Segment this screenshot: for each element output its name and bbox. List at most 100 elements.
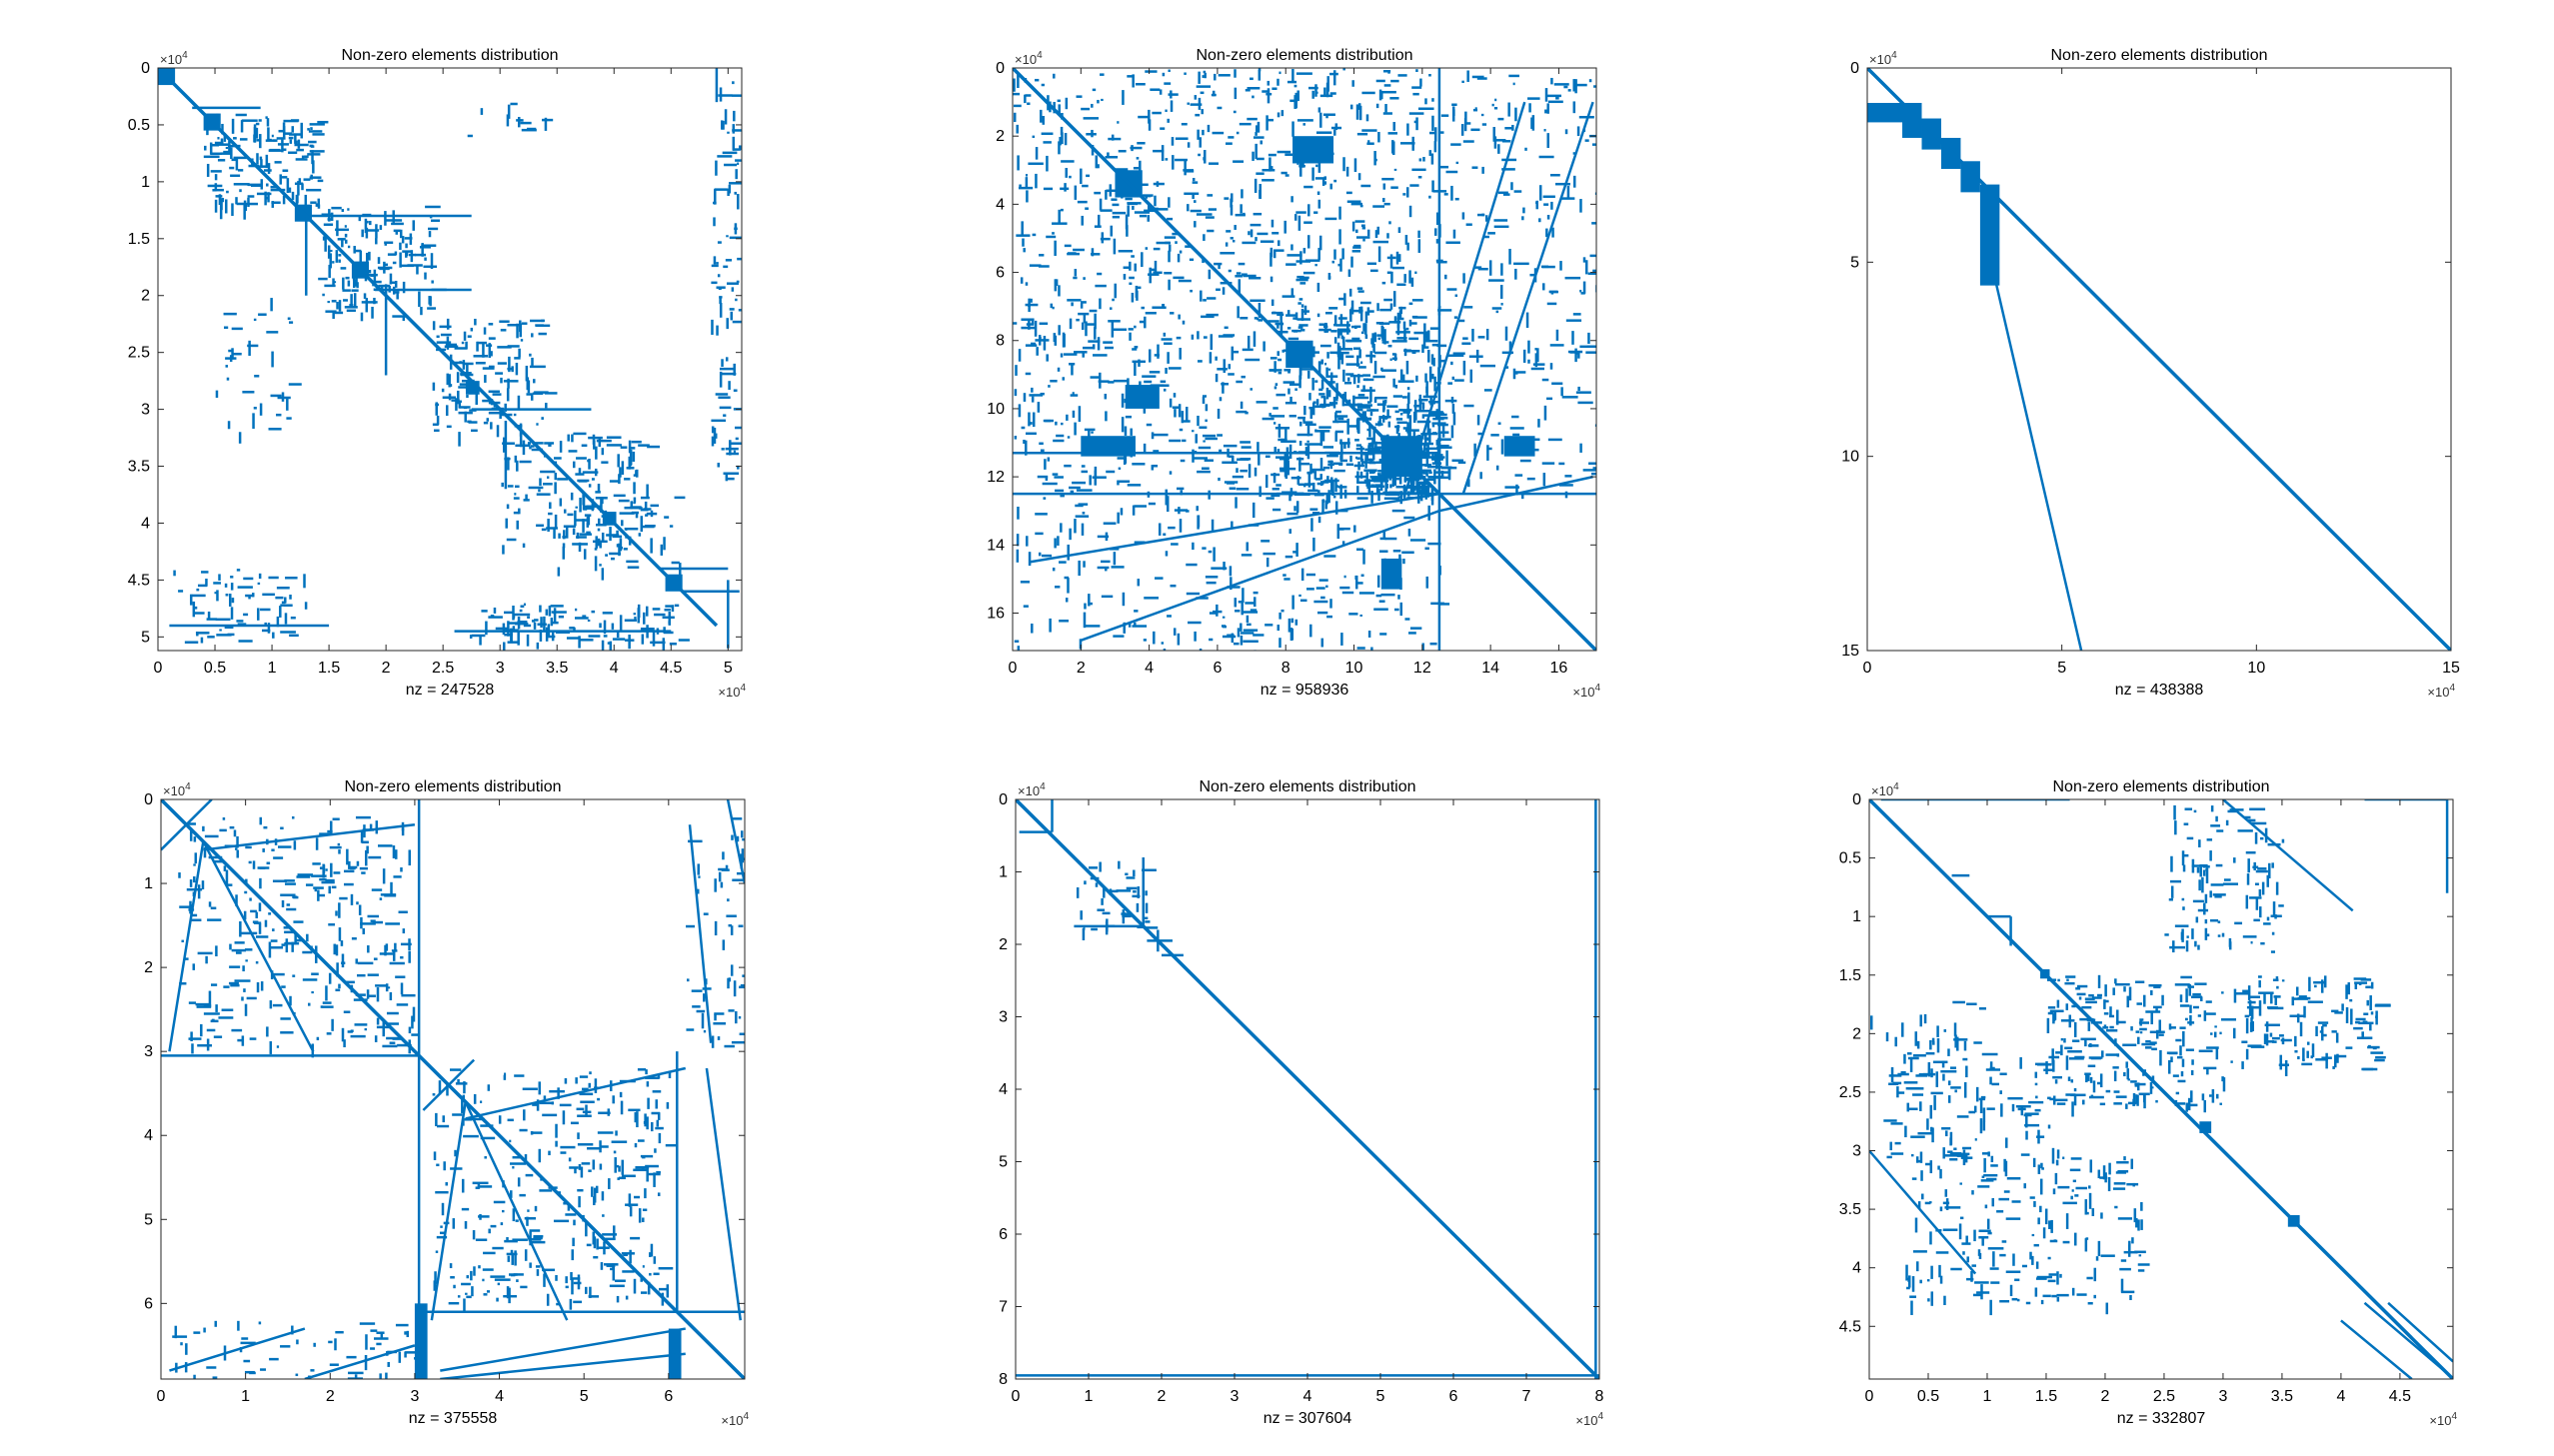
nonzero-point: [219, 828, 227, 832]
nonzero-point: [1299, 276, 1309, 280]
nonzero-point: [1551, 382, 1563, 385]
nonzero-point: [739, 1032, 745, 1036]
nonzero-point: [569, 1298, 573, 1310]
nonzero-point: [1283, 578, 1290, 581]
nonzero-point: [400, 264, 414, 268]
nonzero-point: [252, 860, 256, 869]
nonzero-point: [1424, 373, 1427, 383]
nonzero-point: [522, 1087, 538, 1090]
nonzero-point: [247, 344, 259, 348]
nonzero-point: [373, 957, 378, 960]
nonzero-point: [1240, 635, 1244, 646]
nonzero-point: [2296, 986, 2299, 996]
y-tick-label: 10: [987, 401, 1005, 418]
nonzero-point: [2187, 1021, 2195, 1024]
nonzero-point: [204, 145, 207, 151]
nonzero-point: [372, 280, 382, 284]
x-tick-label: 6: [1449, 1388, 1458, 1405]
nonzero-point: [1520, 493, 1524, 500]
nonzero-point: [269, 1357, 279, 1361]
y-tick-label: 1: [144, 875, 153, 892]
nonzero-point: [2056, 1102, 2066, 1105]
nonzero-point: [2003, 1158, 2006, 1172]
nonzero-point: [1336, 328, 1350, 332]
nonzero-point: [719, 406, 732, 410]
x-tick-label: 8: [1595, 1388, 1604, 1405]
nonzero-point: [1486, 445, 1489, 461]
nonzero-point: [1970, 1270, 1973, 1282]
nonzero-point: [1345, 191, 1352, 195]
nonzero-point: [646, 1116, 649, 1130]
nonzero-point: [1984, 1204, 1988, 1209]
nonzero-point: [1209, 612, 1218, 615]
nonzero-point: [303, 178, 311, 181]
nonzero-point: [2170, 879, 2182, 883]
nonzero-point: [197, 1043, 212, 1047]
nonzero-point: [1338, 229, 1341, 245]
nonzero-point: [1379, 482, 1383, 492]
y-tick-label: 5: [1850, 254, 1859, 271]
nonzero-point: [336, 962, 339, 977]
nonzero-point: [1431, 115, 1434, 131]
nonzero-point: [401, 236, 405, 244]
nonzero-point: [193, 1374, 196, 1379]
nonzero-point: [647, 445, 661, 449]
nonzero-point: [2060, 1037, 2063, 1041]
nonzero-point: [1894, 1141, 1901, 1145]
nonzero-point: [1379, 550, 1388, 553]
nonzero-point: [1275, 322, 1284, 326]
nonzero-point: [1165, 368, 1168, 374]
nonzero-point: [245, 594, 255, 598]
nonzero-point: [518, 116, 521, 128]
nonzero-point: [433, 429, 440, 433]
nonzero-point: [1234, 87, 1238, 100]
nonzero-point: [642, 1217, 645, 1223]
nonzero-point: [652, 1090, 662, 1093]
nonzero-point: [406, 1330, 410, 1338]
nonzero-point: [2140, 1201, 2143, 1211]
nonzero-point: [280, 631, 296, 634]
nonzero-point: [593, 1187, 597, 1203]
nonzero-point: [1337, 527, 1350, 531]
nonzero-point: [1398, 469, 1402, 485]
nonzero-point: [618, 474, 621, 485]
nonzero-point: [1418, 394, 1422, 411]
nonzero-point: [2060, 1044, 2063, 1056]
nonzero-point: [1043, 141, 1052, 144]
nonzero-point: [1091, 253, 1101, 256]
nonzero-point: [2185, 1102, 2189, 1112]
nonzero-point: [603, 635, 608, 638]
nonzero-point: [533, 1235, 544, 1238]
nonzero-point: [418, 291, 421, 308]
nonzero-point: [585, 1220, 588, 1237]
nonzero-point: [564, 1078, 568, 1084]
nonzero-point: [1382, 112, 1392, 115]
nonzero-point: [1223, 444, 1238, 448]
nonzero-point: [1392, 395, 1402, 398]
nonzero-point: [1112, 298, 1115, 302]
nonzero-point: [364, 1028, 368, 1031]
nonzero-point: [1081, 523, 1085, 536]
nonzero-point: [214, 1320, 218, 1327]
nonzero-point: [1430, 458, 1443, 461]
nonzero-point: [1402, 558, 1405, 565]
nonzero-point: [737, 257, 742, 261]
nonzero-point: [659, 1287, 669, 1291]
nonzero-point: [230, 576, 234, 579]
nonzero-point: [2034, 1071, 2038, 1078]
nonzero-point: [1223, 334, 1236, 337]
nonzero-point: [285, 941, 296, 945]
nonzero-point: [635, 513, 639, 519]
nonzero-point: [1339, 258, 1342, 272]
nonzero-point: [1097, 99, 1100, 104]
nonzero-point: [1488, 260, 1492, 276]
nonzero-point: [1514, 371, 1526, 374]
nonzero-point: [1292, 551, 1298, 554]
nonzero-point: [1386, 256, 1396, 260]
nonzero-point: [1450, 185, 1453, 201]
nonzero-point: [329, 1363, 339, 1366]
nonzero-point: [1320, 596, 1325, 600]
nonzero-point: [1176, 487, 1185, 491]
nonzero-point: [512, 1155, 522, 1159]
